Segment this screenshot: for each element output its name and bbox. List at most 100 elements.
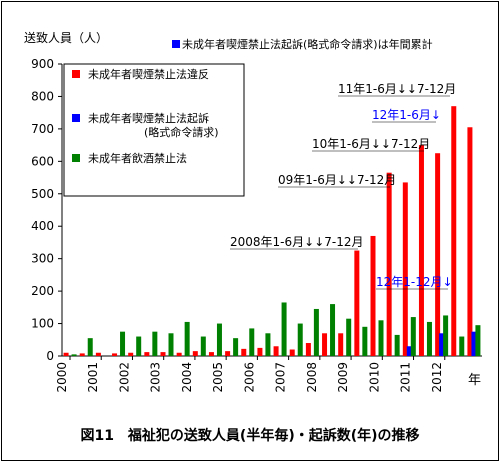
annotation-label: 12年1-12月↓: [376, 275, 453, 289]
x-tick-label: 2001: [86, 362, 100, 393]
bar-green: [281, 302, 287, 356]
bar-red: [257, 347, 263, 356]
legend-label: 未成年者飲酒禁止法: [88, 151, 187, 165]
bar-green: [443, 315, 449, 356]
legend-label: (略式命令請求): [144, 125, 219, 139]
bar-blue: [439, 333, 445, 356]
top-note: 未成年者喫煙禁止法起訴(略式命令請求)は年間累計: [182, 37, 433, 51]
bar-red: [208, 352, 214, 356]
x-tick-label: 2003: [149, 362, 163, 393]
bar-green: [410, 317, 416, 356]
y-tick-label: 700: [31, 122, 54, 136]
bar-red: [418, 145, 424, 356]
legend-label: 未成年者喫煙禁止法違反: [88, 67, 209, 81]
bar-green: [475, 325, 481, 356]
bar-green: [265, 333, 271, 356]
bars: [63, 106, 481, 357]
x-tick-label: 2006: [242, 362, 256, 393]
bar-red: [225, 351, 231, 356]
bar-red: [128, 352, 134, 356]
y-tick-label: 800: [31, 89, 54, 103]
bar-red: [192, 351, 198, 356]
bar-red: [241, 348, 247, 356]
bar-red: [63, 352, 69, 356]
bar-blue: [406, 346, 412, 356]
bar-red: [467, 127, 473, 357]
bar-green: [394, 334, 400, 356]
x-axis-label: 年: [468, 373, 481, 388]
bar-green: [459, 336, 465, 356]
legend-box: [63, 63, 245, 197]
y-tick-label: 0: [46, 349, 54, 363]
annotation-label: 12年1-6月↓: [372, 108, 441, 122]
x-tick-label: 2007: [274, 362, 288, 393]
bar-green: [426, 321, 432, 356]
y-tick-label: 400: [31, 219, 54, 233]
annotation-label: 09年1-6月↓↓7-12月: [278, 173, 396, 187]
y-tick-label: 200: [31, 284, 54, 298]
bar-green: [362, 326, 368, 356]
bar-red: [435, 153, 441, 356]
bar-green: [152, 331, 158, 356]
bar-green: [120, 331, 126, 356]
bar-blue: [471, 331, 477, 356]
annotation-label: 10年1-6月↓↓7-12月: [312, 137, 430, 151]
bar-green: [249, 328, 255, 356]
bar-red: [305, 343, 311, 356]
bar-green: [233, 338, 239, 356]
bar-green: [216, 323, 222, 356]
bar-red: [354, 250, 360, 356]
y-tick-label: 900: [31, 57, 54, 71]
bar-red: [338, 333, 344, 356]
bar-green: [136, 336, 142, 356]
chart-title: 図11 福祉犯の送致人員(半年毎)・起訴数(年)の推移: [80, 427, 419, 444]
x-tick-label: 2009: [336, 362, 350, 393]
bar-red: [386, 172, 392, 356]
bar-red: [322, 333, 328, 356]
y-tick-label: 500: [31, 187, 54, 201]
x-tick-label: 2008: [305, 362, 319, 393]
bar-green: [184, 321, 190, 356]
bar-green: [330, 304, 336, 356]
bar-red: [112, 353, 118, 356]
x-tick-label: 2004: [180, 362, 194, 393]
y-tick-label: 100: [31, 317, 54, 331]
bar-red: [273, 346, 279, 356]
bar-red: [160, 352, 166, 356]
labels: 0 100 200 300 400 500 600 700 800 900 送致人員（人） 2000 2…: [24, 30, 481, 444]
bar-red: [176, 352, 182, 356]
x-tick-label: 2005: [211, 362, 225, 393]
note-marker: [172, 40, 180, 48]
bar-red: [402, 182, 408, 356]
bar-red: [451, 106, 457, 356]
x-tick-label: 2011: [399, 362, 413, 393]
bar-green: [200, 336, 206, 356]
y-tick-label: 600: [31, 154, 54, 168]
bar-green: [87, 338, 93, 356]
bar-red: [79, 353, 85, 356]
bar-green: [297, 323, 303, 356]
bar-red: [95, 352, 101, 356]
bar-green: [378, 320, 384, 356]
bar-green: [168, 333, 174, 356]
bar-green: [71, 354, 77, 356]
x-tick-label: 2002: [117, 362, 131, 393]
bar-red: [289, 349, 295, 356]
y-axis-label: 送致人員（人）: [24, 30, 108, 45]
legend-swatch: [72, 70, 80, 78]
bar-green: [346, 318, 352, 356]
legend-label: 未成年者喫煙禁止法起訴: [88, 111, 209, 125]
legend-swatch: [72, 154, 80, 162]
annotation-label: 2008年1-6月↓↓7-12月: [230, 235, 363, 249]
bar-red: [144, 352, 150, 356]
x-tick-label: 2010: [367, 362, 381, 393]
bar-red: [370, 235, 376, 356]
annotation-label: 11年1-6月↓↓7-12月: [338, 82, 456, 96]
bar-green: [313, 308, 319, 356]
y-tick-label: 300: [31, 252, 54, 266]
legend-swatch: [72, 114, 80, 122]
x-tick-label: 2012: [430, 362, 444, 393]
